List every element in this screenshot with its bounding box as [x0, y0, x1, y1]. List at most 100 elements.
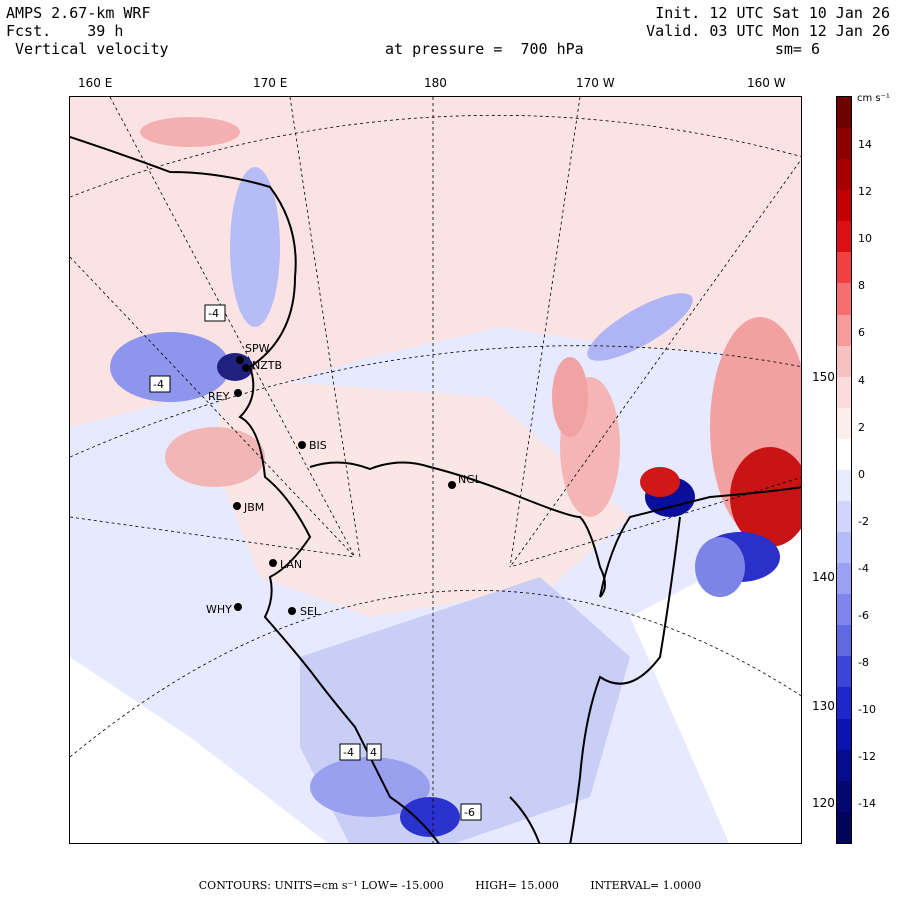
- colorbar-tick-label: -6: [858, 609, 869, 622]
- colorbar-cell: [837, 718, 851, 750]
- negative-streak: [587, 293, 693, 361]
- colorbar-tick-label: 14: [858, 138, 872, 151]
- colorbar-cell: [837, 221, 851, 253]
- extremum-value: 4: [370, 746, 377, 759]
- footer-interval: INTERVAL= 1.0000: [590, 879, 702, 892]
- init-time: Init. 12 UTC Sat 10 Jan 26: [655, 4, 890, 22]
- colorbar-cell: [837, 97, 851, 129]
- colorbar-cell: [837, 159, 851, 191]
- station-dot-lan: [269, 559, 277, 567]
- valid-time: Valid. 03 UTC Mon 12 Jan 26: [646, 22, 890, 40]
- colorbar-tick-label: -8: [858, 656, 869, 670]
- model-title: AMPS 2.67-km WRF: [6, 4, 151, 22]
- colorbar-cell: [837, 283, 851, 315]
- colorbar-cell: [837, 501, 851, 533]
- no-data-east: [630, 528, 801, 843]
- colorbar-cell: [837, 469, 851, 502]
- extremum-value: -4: [208, 307, 219, 320]
- station-label-why: WHY: [206, 603, 232, 616]
- colorbar-tick-label: 12: [858, 185, 872, 199]
- station-dot-bis: [298, 441, 306, 449]
- station-label-jbm: JBM: [243, 501, 264, 514]
- colorbar-tick-label: -2: [858, 514, 869, 528]
- positive-field-center: [220, 377, 630, 617]
- graticule: [70, 97, 801, 843]
- colorbar-tick-label: -4: [858, 561, 869, 575]
- lon-label-170w: 170 W: [576, 76, 615, 90]
- colorbar-tick-label: 2: [858, 420, 865, 434]
- colorbar-cell: [837, 811, 851, 843]
- station-label-spw: SPW: [245, 342, 270, 355]
- lon-label-170e: 170 E: [253, 76, 288, 90]
- colorbar-tick-label: -10: [858, 703, 876, 717]
- colorbar-cell: [837, 345, 851, 377]
- station-dot-spw: [236, 356, 244, 364]
- colorbar-cell: [837, 407, 851, 439]
- smoothing-value: sm= 6: [774, 40, 820, 58]
- pressure-level: at pressure = 700 hPa: [385, 40, 584, 58]
- colorbar-tick-label: -14: [858, 797, 876, 811]
- station-dot-jbm: [233, 502, 241, 510]
- colorbar-tick-label: 0: [858, 467, 865, 481]
- positive-cell-ross: [552, 357, 588, 437]
- extremum-value: -6: [464, 806, 475, 819]
- colorbar-cell: [837, 563, 851, 595]
- colorbar-cell: [837, 376, 851, 408]
- station-dot-sel: [288, 607, 296, 615]
- negative-cell-east: [695, 537, 745, 597]
- positive-cell-northwest: [140, 117, 240, 147]
- extremum-value: -4: [153, 378, 164, 391]
- station-label-bis: BIS: [309, 439, 327, 452]
- colorbar-cell: [837, 656, 851, 688]
- station-label-rey: REY: [208, 390, 230, 403]
- colorbar-cell: [837, 190, 851, 222]
- field-name: Vertical velocity: [6, 40, 169, 58]
- colorbar-tick-label: 10: [858, 232, 872, 246]
- lon-label-160e: 160 E: [78, 76, 113, 90]
- colorbar-cell: [837, 625, 851, 657]
- header-right: Init. 12 UTC Sat 10 Jan 26 Valid. 03 UTC…: [646, 4, 890, 40]
- strong-cell-south: [400, 797, 460, 837]
- station-dot-ngl: [448, 481, 456, 489]
- station-dot-rey: [234, 389, 242, 397]
- colorbar-cell: [837, 780, 851, 812]
- extremum-box: [460, 803, 482, 821]
- station-label-ngl: NGL: [458, 473, 482, 486]
- colorbar-tick-label: 6: [858, 326, 865, 340]
- colorbar-cell: [837, 594, 851, 626]
- lon-label-160w: 160 W: [747, 76, 786, 90]
- station-markers: SPW NZTB REY BIS NGL JBM LAN WHY SEL: [206, 342, 482, 618]
- station-dot-nztb: [242, 364, 250, 372]
- station-label-nztb: NZTB: [252, 359, 282, 372]
- strong-updraft-ross: [640, 467, 680, 497]
- footer: CONTOURS: UNITS=cm s⁻¹ LOW= -15.000 HIGH…: [0, 879, 900, 892]
- colorbar-cell: [837, 438, 851, 470]
- map-panel: SPW NZTB REY BIS NGL JBM LAN WHY SEL -4 …: [69, 96, 802, 844]
- colorbar-tick-label: 4: [858, 373, 865, 387]
- extrema-labels: -4 -4 -4 4 -6: [149, 304, 482, 821]
- station-label-lan: LAN: [280, 558, 302, 571]
- colorbar-cell: [837, 532, 851, 564]
- negative-cell-west: [110, 332, 230, 402]
- footer-high: HIGH= 15.000: [475, 879, 559, 892]
- colorbar-tick-label: 8: [858, 279, 865, 293]
- colorbar-units: cm s⁻¹: [857, 93, 890, 104]
- station-label-sel: SEL: [300, 605, 321, 618]
- extremum-value: -4: [343, 746, 354, 759]
- lon-label-180: 180: [424, 76, 447, 90]
- colorbar: [836, 96, 852, 844]
- colorbar-cell: [837, 687, 851, 719]
- map-canvas: SPW NZTB REY BIS NGL JBM LAN WHY SEL -4 …: [70, 97, 801, 843]
- header-left: AMPS 2.67-km WRF Fcst. 39 h Vertical vel…: [6, 4, 169, 58]
- strong-updraft-east: [730, 447, 801, 547]
- forecast-hour: Fcst. 39 h: [6, 22, 124, 40]
- colorbar-cell: [837, 314, 851, 346]
- colorbar-cell: [837, 252, 851, 284]
- no-data-region: [70, 657, 328, 843]
- positive-cell-west: [165, 427, 265, 487]
- extremum-box: [149, 375, 171, 393]
- colorbar-cell: [837, 128, 851, 160]
- negative-cell-south: [310, 757, 430, 817]
- negative-strip-west: [230, 167, 280, 327]
- colorbar-tick-label: -12: [858, 750, 876, 764]
